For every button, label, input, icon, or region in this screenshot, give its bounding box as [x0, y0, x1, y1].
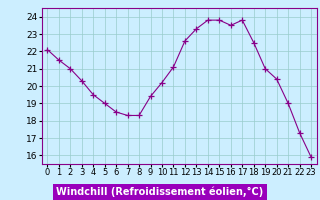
- Text: Windchill (Refroidissement éolien,°C): Windchill (Refroidissement éolien,°C): [56, 187, 264, 197]
